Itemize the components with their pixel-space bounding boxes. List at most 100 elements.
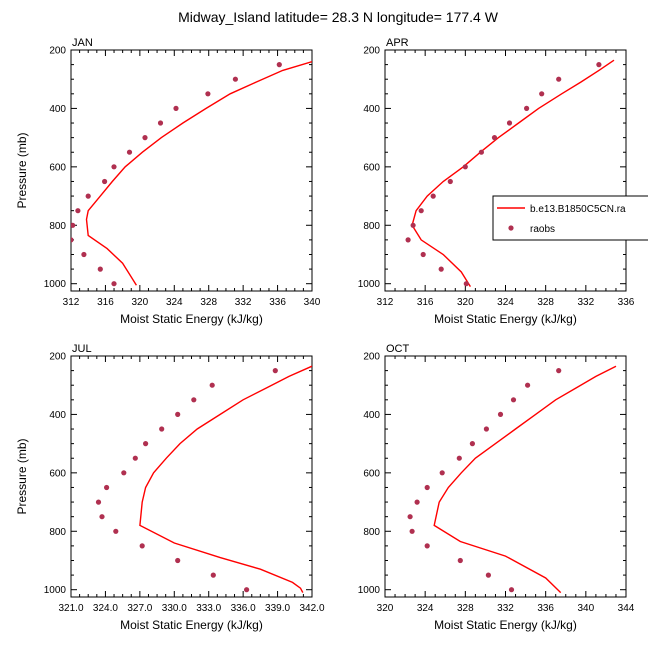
raobs-point	[71, 237, 74, 243]
y-tick-label: 400	[363, 104, 380, 115]
y-tick-label: 1000	[358, 279, 381, 290]
x-tick-label: 327.0	[127, 603, 152, 614]
panel-label: OCT	[386, 343, 410, 355]
model-profile-line	[411, 59, 615, 287]
x-tick-label: 340	[577, 603, 594, 614]
x-tick-label: 328	[457, 603, 474, 614]
raobs-point	[485, 572, 491, 578]
x-tick-label: 312	[63, 297, 80, 308]
raobs-point	[596, 62, 602, 68]
raobs-point	[420, 251, 426, 258]
raobs-point	[111, 281, 117, 287]
raobs-point	[462, 164, 468, 170]
raobs-point	[97, 266, 103, 272]
y-tick-label: 800	[363, 527, 380, 538]
raobs-point	[424, 484, 430, 491]
y-axis-label: Pressure (mb)	[15, 132, 29, 208]
raobs-point	[209, 382, 215, 388]
x-tick-label: 324	[417, 603, 434, 614]
raobs-point	[478, 149, 484, 155]
x-tick-label: 320	[377, 603, 394, 614]
raobs-point	[508, 587, 515, 593]
panel-apr: APR 312 316 320 324 328 332 336 200 400 600 800 1000…	[358, 37, 635, 326]
raobs-point	[409, 528, 415, 534]
raobs-point	[210, 572, 216, 578]
raobs-point	[139, 543, 145, 549]
y-tick-label: 1000	[358, 585, 381, 596]
raobs-point	[510, 397, 517, 403]
x-tick-label: 316	[97, 297, 114, 308]
y-tick-label: 400	[49, 104, 66, 115]
raobs-point	[102, 178, 108, 185]
model-profile-line	[433, 365, 617, 594]
plot-data	[95, 365, 312, 593]
raobs-point	[430, 193, 436, 199]
y-tick-label: 200	[363, 352, 380, 363]
x-axis-label: Moist Static Energy (kJ/kg)	[120, 312, 263, 326]
x-axis-label: Moist Static Energy (kJ/kg)	[434, 618, 577, 632]
x-axis-label: Moist Static Energy (kJ/kg)	[120, 618, 263, 632]
raobs-point	[469, 441, 475, 447]
raobs-point	[447, 178, 453, 185]
raobs-point	[232, 76, 238, 82]
y-tick-label: 400	[363, 410, 380, 421]
raobs-point	[132, 455, 138, 461]
y-tick-label: 600	[49, 162, 66, 173]
x-tick-label: 344	[618, 603, 635, 614]
model-profile-line	[85, 61, 312, 286]
raobs-point	[497, 411, 504, 417]
panel-jul: JUL 321.0 324.0 327.0 330.0 333.0 336.0 339.0 34…	[15, 343, 325, 632]
raobs-point	[272, 368, 278, 374]
raobs-point	[85, 193, 91, 199]
y-tick-label: 800	[49, 527, 66, 538]
x-tick-label: 320	[457, 297, 474, 308]
legend-model-label: b.e13.B1850C5CN.ra	[530, 204, 626, 215]
plot-data	[405, 59, 615, 287]
x-axis-label: Moist Static Energy (kJ/kg)	[434, 312, 577, 326]
plot-data	[407, 365, 617, 594]
raobs-point	[173, 105, 179, 111]
raobs-point	[424, 543, 430, 549]
raobs-point	[111, 164, 117, 170]
x-tick-label: 332	[497, 603, 514, 614]
raobs-point	[414, 499, 420, 505]
raobs-point	[81, 251, 87, 258]
x-tick-label: 324	[497, 297, 514, 308]
x-tick-label: 324.0	[93, 603, 118, 614]
y-tick-label: 600	[49, 468, 66, 479]
raobs-point	[244, 587, 250, 593]
plot-data	[71, 61, 312, 287]
y-tick-label: 1000	[44, 279, 67, 290]
raobs-point	[159, 426, 165, 432]
raobs-point	[407, 514, 413, 520]
raobs-point	[483, 426, 489, 432]
legend-obs-label: raobs	[530, 224, 555, 235]
raobs-point	[104, 484, 110, 491]
x-tick-label: 336.0	[231, 603, 256, 614]
raobs-point	[556, 76, 562, 82]
plot-frame	[70, 49, 313, 292]
x-tick-label: 336	[269, 297, 286, 308]
raobs-point	[205, 91, 211, 97]
raobs-point	[405, 237, 411, 243]
raobs-point	[418, 208, 424, 214]
plot-frame	[384, 355, 627, 598]
raobs-point	[457, 557, 463, 564]
raobs-point	[71, 222, 76, 228]
x-tick-label: 316	[417, 297, 434, 308]
y-tick-label: 1000	[44, 585, 67, 596]
x-tick-label: 320	[132, 297, 149, 308]
panels: JAN 312 316 320 324 328 332 336 340 200 400 600 800 1…	[15, 37, 635, 632]
x-tick-label: 332	[235, 297, 252, 308]
x-tick-label: 342.0	[299, 603, 324, 614]
raobs-point	[463, 281, 469, 287]
figure-title: Midway_Island latitude= 28.3 N longitude…	[178, 9, 499, 25]
y-tick-label: 200	[363, 46, 380, 57]
raobs-point	[75, 208, 81, 214]
x-tick-label: 330.0	[162, 603, 187, 614]
x-tick-label: 336	[537, 603, 554, 614]
x-tick-label: 336	[618, 297, 635, 308]
raobs-point	[126, 149, 133, 155]
raobs-point	[439, 470, 445, 476]
panel-jan: JAN 312 316 320 324 328 332 336 340 200 400 600 800 1…	[15, 37, 321, 326]
